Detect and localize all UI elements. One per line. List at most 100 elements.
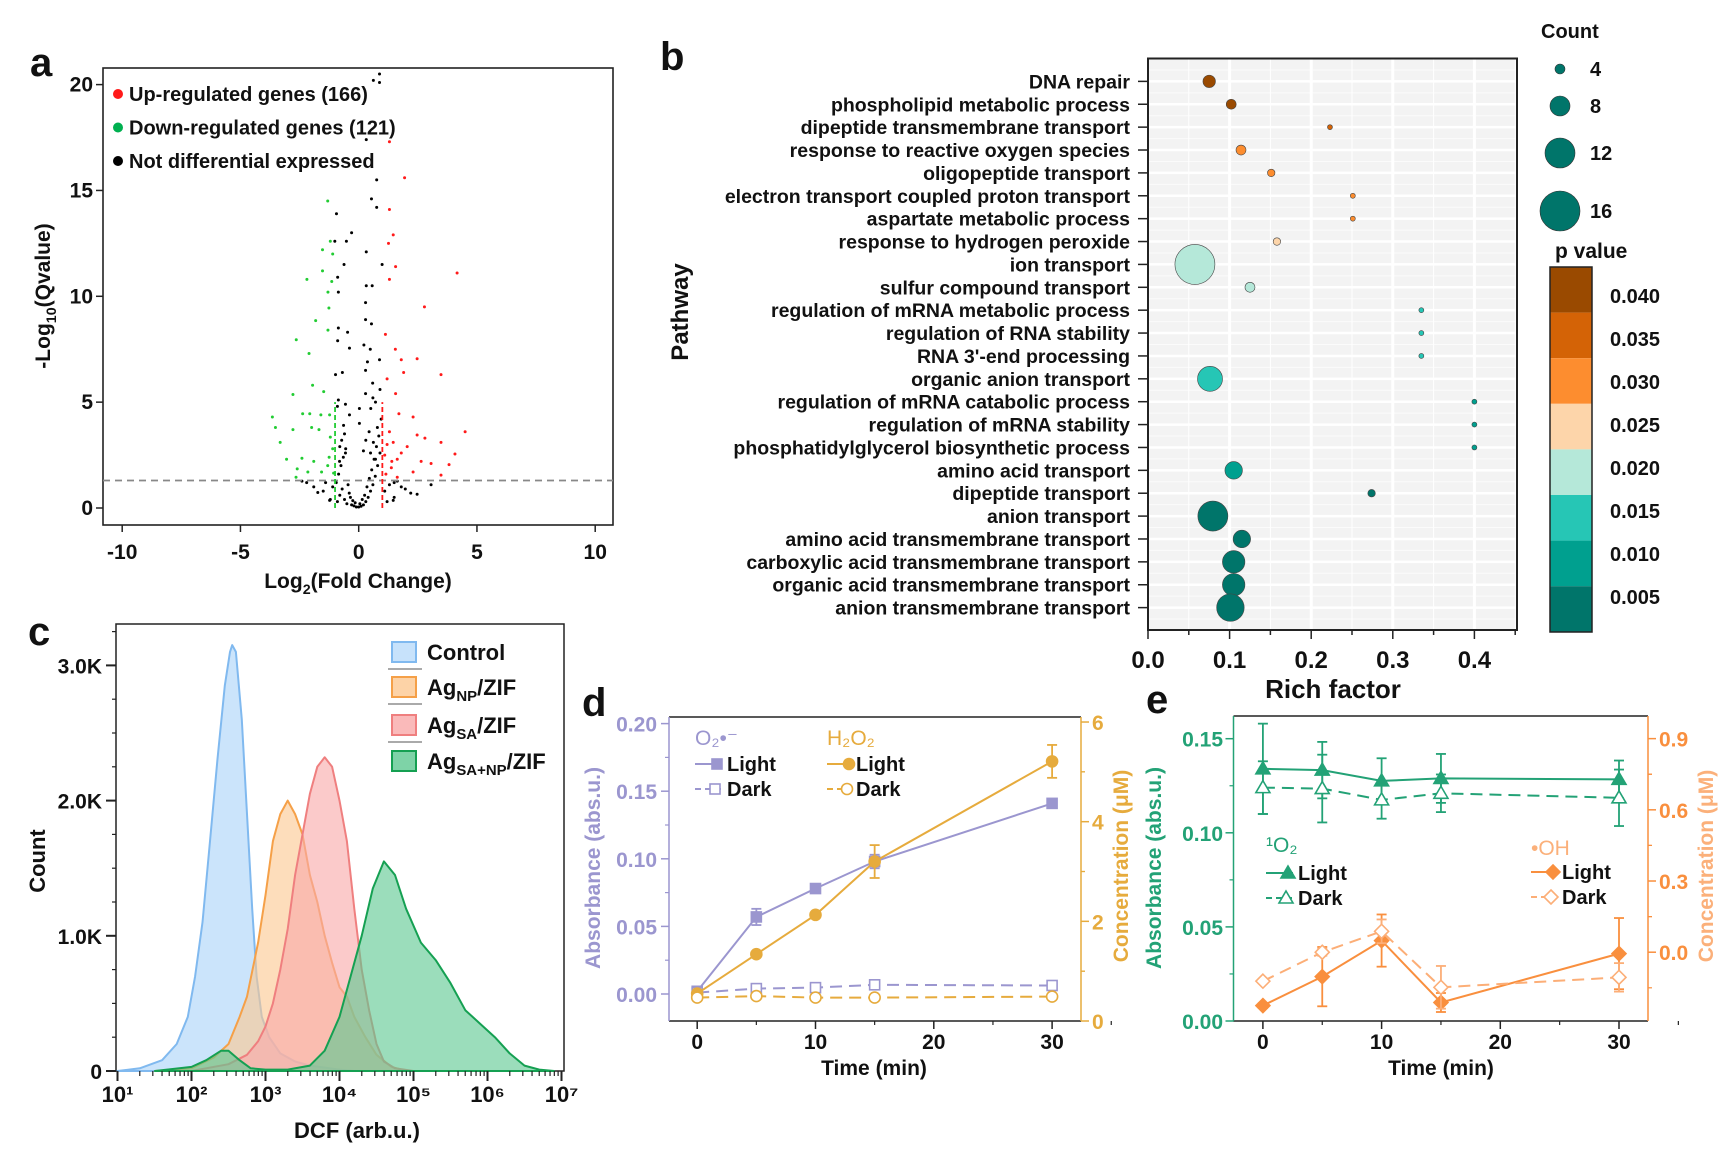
plot-frame bbox=[1147, 57, 1518, 631]
left-y-tick-label: 0.05 bbox=[1182, 917, 1223, 940]
data-point-ns bbox=[369, 451, 373, 455]
pathway-label: dipeptide transmembrane transport bbox=[801, 117, 1131, 139]
data-point-ns bbox=[350, 231, 354, 235]
data-point-down bbox=[322, 390, 326, 394]
data-marker bbox=[1045, 990, 1059, 1003]
data-point-ns bbox=[369, 322, 373, 326]
data-marker bbox=[809, 981, 822, 994]
data-point-ns bbox=[336, 339, 340, 343]
data-point-ns bbox=[368, 347, 372, 351]
data-marker bbox=[1313, 779, 1331, 795]
data-point-up bbox=[384, 472, 388, 476]
legend-marker bbox=[1277, 889, 1295, 904]
series-triangle-dark bbox=[1254, 753, 1628, 827]
right-y-tick-label: 0.9 bbox=[1659, 729, 1688, 752]
data-point-ns bbox=[335, 404, 339, 408]
colorbar-frame bbox=[1549, 266, 1593, 633]
panel-label-e: e bbox=[1146, 678, 1168, 722]
data-point-ns bbox=[324, 481, 328, 485]
pathway-label: organic anion transport bbox=[911, 369, 1130, 391]
data-point-ns bbox=[399, 485, 403, 489]
data-point-down bbox=[307, 351, 311, 355]
x-axis-label: DCF (arb.u.) bbox=[294, 1118, 420, 1143]
data-point-up bbox=[455, 271, 459, 275]
data-point-ns bbox=[370, 284, 374, 288]
data-point-ns bbox=[369, 407, 373, 411]
pathway-label: regulation of RNA stability bbox=[886, 323, 1130, 345]
legend-group-title: ¹O₂ bbox=[1266, 834, 1297, 857]
pathway-label: phospholipid metabolic process bbox=[831, 94, 1130, 116]
data-point-down bbox=[285, 457, 289, 461]
x-tick-label: 0 bbox=[353, 541, 365, 564]
data-point-ns bbox=[364, 500, 368, 504]
data-point-ns bbox=[369, 197, 373, 201]
data-point-ns bbox=[347, 491, 351, 495]
data-point-up bbox=[393, 347, 397, 351]
count-legend-bubble bbox=[1554, 63, 1566, 75]
data-point-ns bbox=[361, 503, 365, 507]
data-point-down bbox=[326, 199, 330, 203]
pathway-bubble bbox=[1202, 74, 1216, 88]
data-point-ns bbox=[364, 301, 368, 305]
data-point-down bbox=[314, 319, 318, 323]
x-tick-label: 10 bbox=[804, 1031, 827, 1054]
pathway-bubble bbox=[1350, 192, 1356, 199]
legend-label: Control bbox=[427, 640, 505, 665]
legend-marker bbox=[840, 782, 854, 796]
legend-group-title: O₂•⁻ bbox=[695, 727, 738, 750]
colorbar-label: 0.035 bbox=[1610, 329, 1660, 351]
data-point-down bbox=[327, 455, 331, 459]
legend-label-up: Up-regulated genes (166) bbox=[129, 84, 368, 106]
data-point-ns bbox=[392, 481, 396, 485]
data-point-down bbox=[291, 393, 295, 397]
data-point-down bbox=[328, 435, 332, 439]
data-point-down bbox=[311, 383, 315, 387]
legend-label: Dark bbox=[1298, 888, 1343, 910]
x-axis-label: Time (min) bbox=[1388, 1057, 1494, 1080]
data-point-up bbox=[394, 392, 398, 396]
data-point-ns bbox=[364, 438, 368, 442]
data-point-ns bbox=[370, 468, 374, 472]
x-tick-label: 0.2 bbox=[1295, 647, 1328, 674]
data-point-ns bbox=[340, 438, 344, 442]
data-point-ns bbox=[378, 72, 382, 76]
pathway-bubble bbox=[1267, 168, 1276, 177]
data-point-down bbox=[306, 470, 310, 474]
x-tick-label: 0.0 bbox=[1131, 647, 1164, 674]
pathway-label: carboxylic acid transmembrane transport bbox=[746, 552, 1130, 574]
data-point-ns bbox=[367, 476, 371, 480]
y-axis-label: -Log10(Qvalue) bbox=[32, 223, 60, 368]
pathway-label: electron transport coupled proton transp… bbox=[725, 186, 1131, 208]
data-marker bbox=[868, 991, 881, 1004]
right-y-tick-label: 0 bbox=[1092, 1011, 1104, 1034]
legend-label-tail: /ZIF bbox=[507, 749, 546, 774]
x-tick-label: 30 bbox=[1040, 1031, 1063, 1054]
count-legend-title: Count bbox=[1541, 21, 1599, 43]
x-tick-label: 0 bbox=[1257, 1031, 1269, 1054]
left-y-tick-label: 0.10 bbox=[616, 849, 657, 872]
legend-label-main: Ag bbox=[427, 713, 456, 738]
data-point-ns bbox=[338, 445, 342, 449]
y-axis-label-main: -Log bbox=[32, 323, 55, 368]
data-point-ns bbox=[364, 392, 368, 396]
data-point-ns bbox=[352, 504, 356, 508]
data-marker bbox=[750, 989, 763, 1003]
data-point-up bbox=[463, 430, 467, 434]
legend-label: AgSA+NP/ZIF bbox=[427, 749, 546, 779]
data-marker bbox=[1373, 791, 1390, 806]
data-point-ns bbox=[345, 502, 349, 506]
x-tick-label: 10⁶ bbox=[470, 1082, 505, 1107]
y-tick-label: 10 bbox=[70, 285, 93, 308]
data-point-ns bbox=[361, 449, 365, 453]
right-y-tick-label: 0.0 bbox=[1659, 942, 1688, 965]
data-point-up bbox=[399, 451, 403, 455]
pathway-bubble bbox=[1471, 444, 1478, 451]
data-point-ns bbox=[336, 398, 340, 402]
count-legend-bubble bbox=[1549, 95, 1571, 117]
left-y-tick-label: 0.15 bbox=[1182, 729, 1223, 752]
data-point-down bbox=[270, 415, 274, 419]
pathway-bubble bbox=[1418, 330, 1425, 336]
legend-label: AgNP/ZIF bbox=[427, 675, 516, 705]
